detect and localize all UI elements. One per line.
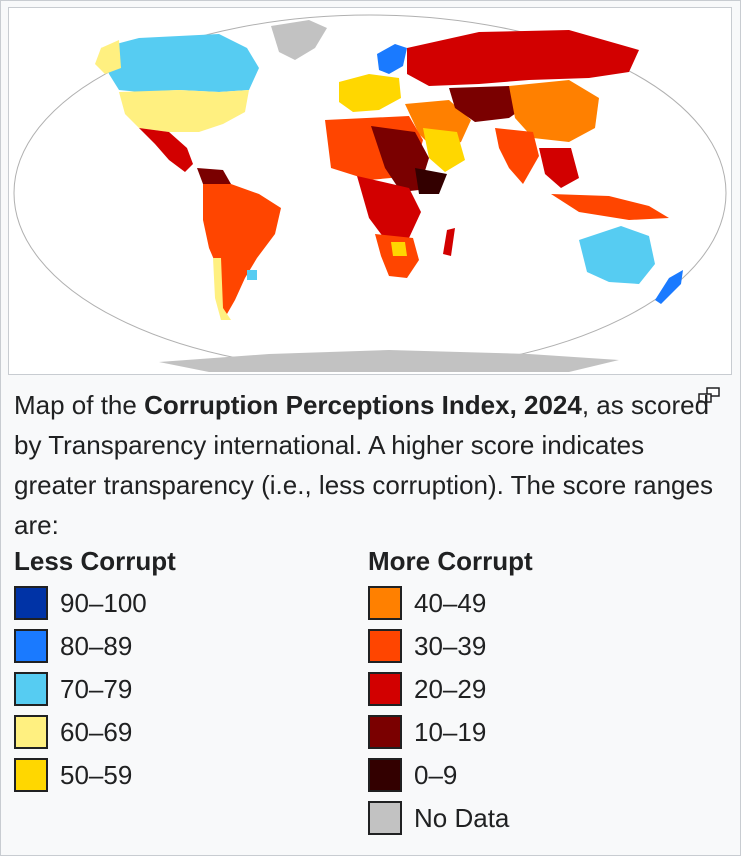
legend-item-20-29: 20–29 [368, 670, 486, 708]
legend-swatch [368, 801, 402, 835]
legend-item-70-79: 70–79 [14, 670, 132, 708]
region-new-zealand [655, 270, 683, 304]
region-south-america [203, 184, 281, 314]
region-canada [101, 34, 259, 92]
region-botswana [391, 242, 407, 256]
region-central-africa [357, 176, 421, 242]
legend-item-0-9: 0–9 [368, 756, 457, 794]
caption-bold-title: Corruption Perceptions Index, 2024 [144, 390, 582, 420]
legend-item-40-49: 40–49 [368, 584, 486, 622]
legend-item-30-39: 30–39 [368, 627, 486, 665]
legend-swatch [368, 672, 402, 706]
legend-label: 0–9 [414, 759, 458, 790]
region-sahel [371, 126, 429, 192]
legend-heading-more: More Corrupt [368, 546, 533, 576]
region-australia [579, 226, 655, 284]
legend-swatch [14, 586, 48, 620]
region-uruguay [247, 270, 257, 280]
region-horn [415, 168, 447, 194]
region-antarctica [159, 350, 619, 372]
region-indonesia [551, 194, 669, 220]
legend-label: 20–29 [414, 673, 487, 704]
legend-item-80-89: 80–89 [14, 627, 132, 665]
region-greenland [271, 20, 327, 60]
region-se-asia [539, 148, 579, 188]
legend-swatch [368, 715, 402, 749]
world-map-frame[interactable] [8, 7, 732, 375]
legend-item-90-100: 90–100 [14, 584, 147, 622]
legend-item-60-69: 60–69 [14, 713, 132, 751]
region-chile [213, 258, 231, 320]
legend-label: 60–69 [60, 716, 133, 747]
legend-item-no-data: No Data [368, 799, 509, 837]
legend-heading-less: Less Corrupt [14, 546, 176, 576]
region-russia [407, 30, 639, 86]
world-map[interactable] [9, 8, 731, 374]
legend-swatch [14, 758, 48, 792]
caption-text-1: Map of the [14, 390, 145, 420]
legend-item-10-19: 10–19 [368, 713, 486, 751]
map-caption: Map of the Corruption Perceptions Index,… [14, 385, 726, 545]
legend-label: 90–100 [60, 587, 147, 618]
region-western-europe [339, 74, 401, 112]
legend-swatch [368, 629, 402, 663]
enlarge-icon[interactable] [698, 387, 720, 403]
legend-swatch [368, 758, 402, 792]
region-alaska [95, 40, 121, 74]
legend-label: 50–59 [60, 759, 133, 790]
legend-label: 40–49 [414, 587, 487, 618]
legend-swatch [14, 715, 48, 749]
legend-label: 10–19 [414, 716, 487, 747]
legend-label: 30–39 [414, 630, 487, 661]
region-scandinavia [377, 44, 407, 74]
legend-swatch [14, 672, 48, 706]
legend-label: No Data [414, 802, 510, 833]
region-usa [119, 90, 249, 132]
legend-label: 70–79 [60, 673, 133, 704]
legend-swatch [14, 629, 48, 663]
region-india [495, 128, 539, 184]
caption-text-2: , as scored by Transparency internationa… [14, 390, 713, 540]
legend-swatch [368, 586, 402, 620]
legend-item-50-59: 50–59 [14, 756, 132, 794]
region-central-asia [449, 86, 529, 122]
region-arabia [423, 128, 465, 172]
legend-label: 80–89 [60, 630, 133, 661]
region-mexico [139, 128, 193, 172]
region-madagascar [443, 228, 455, 256]
region-china [509, 80, 599, 142]
